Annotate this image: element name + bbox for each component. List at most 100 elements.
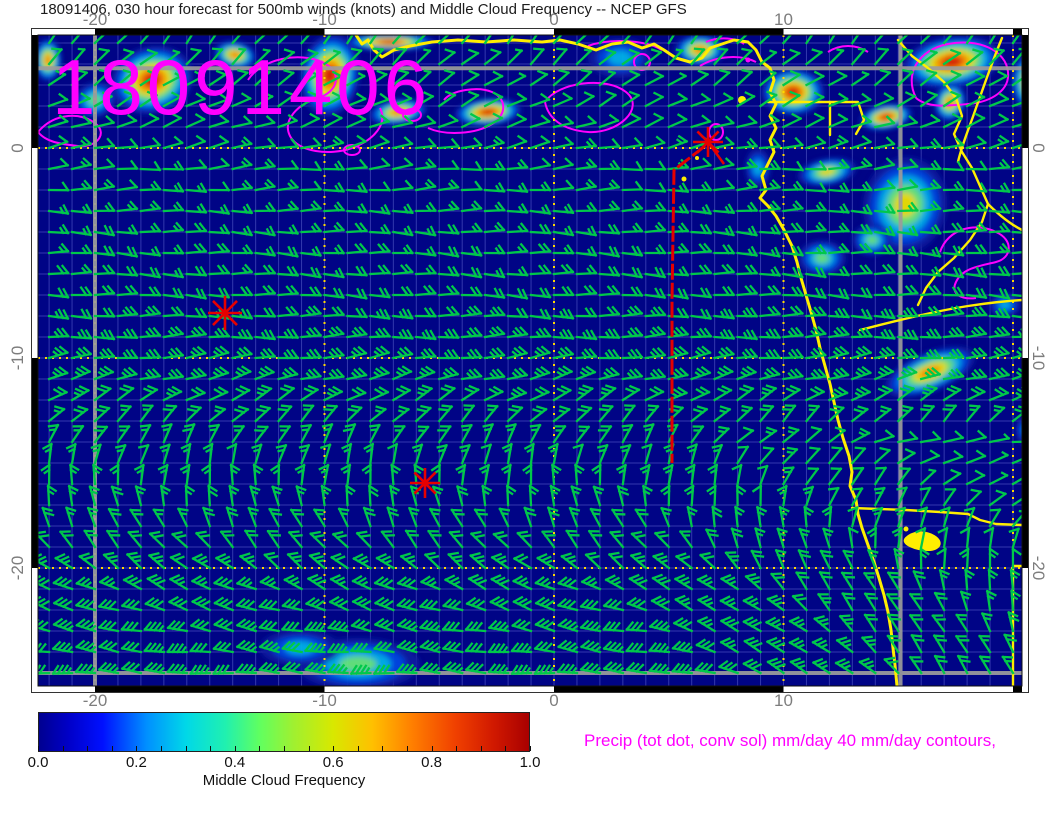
wind-barb: [97, 619, 120, 633]
wind-barb: [116, 69, 135, 87]
wind-barb: [893, 547, 905, 570]
wind-barb: [988, 404, 1006, 423]
wind-barb: [782, 136, 804, 150]
wind-barb: [258, 661, 280, 675]
wind-barb: [258, 619, 280, 633]
wind-barb: [644, 112, 665, 129]
wind-barb: [667, 326, 690, 339]
wind-barb: [461, 180, 483, 192]
wind-barb: [533, 664, 556, 676]
wind-barb: [805, 368, 827, 381]
wind-barb: [850, 386, 872, 402]
wind-barb: [323, 287, 345, 300]
wind-barb: [487, 642, 510, 654]
wind-barb: [863, 613, 878, 633]
wind-barb: [437, 366, 460, 381]
wind-barb: [690, 365, 712, 381]
wind-barb: [483, 91, 504, 108]
wind-barb: [759, 200, 782, 213]
colorbar-minor-tick: [38, 746, 39, 751]
wind-barb: [303, 642, 326, 654]
wind-barb: [162, 182, 185, 193]
wind-barb: [778, 505, 790, 528]
wind-barb: [759, 113, 781, 129]
wind-barb: [482, 422, 495, 444]
wind-barb: [713, 365, 734, 381]
wind-barb: [828, 287, 850, 300]
wind-barb: [74, 597, 97, 612]
wind-barb: [575, 178, 598, 192]
wind-barb: [781, 112, 803, 129]
wind-barb: [185, 367, 208, 381]
wind-barb: [804, 70, 825, 87]
lon-tick-bottom-10: 10: [774, 691, 793, 710]
wind-barb: [47, 345, 69, 360]
wind-barb: [390, 463, 402, 486]
wind-barb: [396, 597, 418, 612]
wind-barb: [114, 443, 127, 465]
wind-barb: [254, 245, 277, 257]
wind-barb: [712, 47, 729, 66]
wind-barb: [711, 505, 723, 528]
wind-barb: [70, 365, 92, 381]
wind-barb: [867, 548, 879, 570]
wind-barb: [231, 225, 254, 237]
wind-barb: [621, 266, 644, 279]
wind-barb: [289, 508, 305, 528]
wind-barb: [965, 368, 988, 381]
wind-barb: [916, 506, 929, 528]
wind-barb: [897, 347, 919, 360]
wind-barb: [70, 405, 89, 423]
wind-barb: [505, 422, 517, 444]
wind-barb: [268, 507, 283, 528]
wind-barb: [70, 385, 90, 402]
wind-barb: [988, 182, 1011, 194]
wind-barb: [399, 552, 418, 570]
wind-barb: [557, 618, 579, 633]
wind-barb: [963, 506, 976, 528]
wind-barb: [225, 506, 239, 528]
wind-barb: [805, 266, 827, 279]
wind-barb: [460, 404, 476, 423]
wind-barb: [368, 47, 385, 66]
wind-barb: [1011, 309, 1022, 319]
wind-barb: [942, 404, 958, 423]
wind-barb: [70, 424, 85, 444]
wind-barb: [644, 266, 667, 279]
wind-barb: [954, 634, 970, 654]
wind-barb: [75, 576, 97, 591]
wind-barb: [575, 225, 598, 237]
wind-barb: [735, 484, 747, 507]
colorbar-minor-tick: [62, 746, 64, 751]
wind-barb: [988, 547, 999, 570]
wind-barb: [54, 552, 74, 570]
wind-barb: [805, 306, 828, 318]
wind-barb: [506, 134, 528, 150]
wind-barb: [933, 654, 948, 675]
wind-barb: [460, 266, 483, 279]
wind-barb: [827, 35, 836, 45]
wind-barb: [850, 405, 869, 423]
wind-barb: [805, 221, 827, 234]
wind-barb: [228, 484, 240, 507]
wind-barb: [276, 69, 295, 87]
wind-barb: [690, 203, 713, 216]
wind-barb: [254, 329, 277, 341]
wind-barb: [75, 618, 97, 633]
wind-barb: [276, 424, 292, 444]
wind-barb: [690, 424, 705, 444]
wind-barb: [506, 203, 529, 214]
wind-barb: [1011, 477, 1022, 486]
wind-barb: [758, 446, 775, 465]
wind-barb: [318, 463, 330, 486]
wind-barb: [828, 158, 850, 171]
wind-barb: [345, 35, 354, 45]
wind-barb: [644, 135, 666, 150]
wind-barb: [93, 245, 116, 257]
wind-barb: [300, 136, 322, 150]
lat-tick-right--20: -20: [1029, 555, 1048, 581]
wind-barb: [803, 505, 815, 528]
wind-barb: [956, 654, 971, 675]
wind-barb: [277, 224, 300, 235]
wind-barb: [116, 305, 139, 318]
